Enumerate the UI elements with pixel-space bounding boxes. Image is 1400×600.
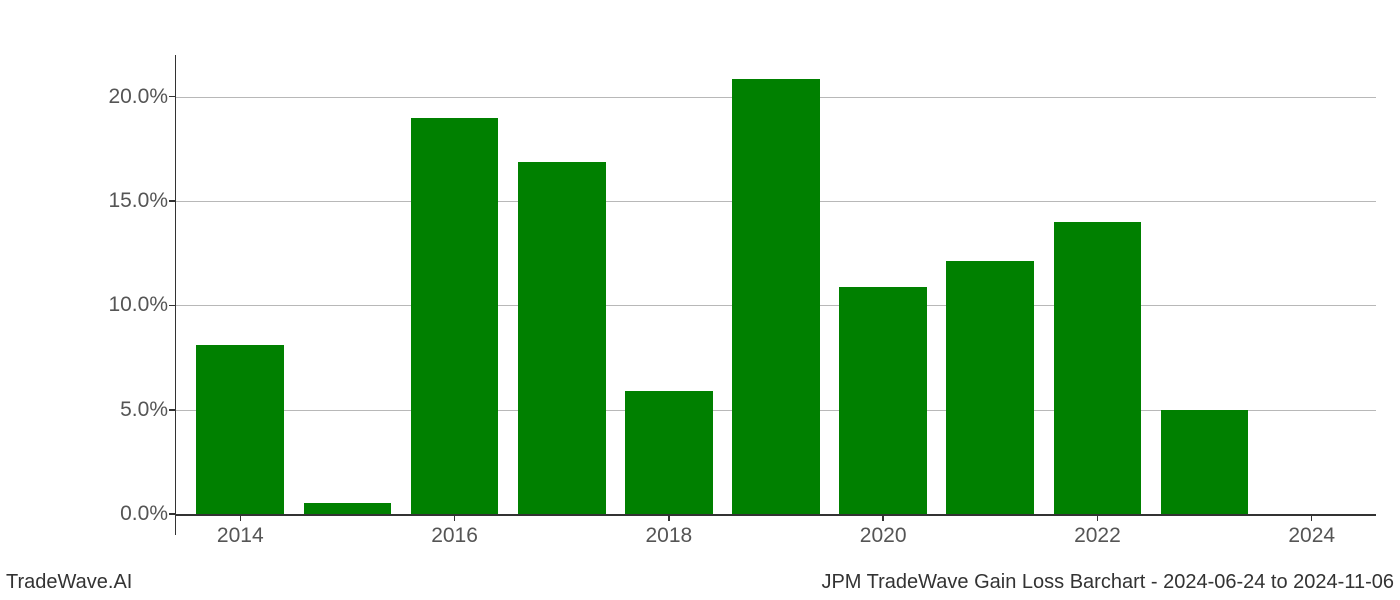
- x-tick-mark: [240, 514, 242, 521]
- x-axis-line: [176, 514, 1376, 516]
- y-tick-mark: [169, 96, 176, 98]
- x-tick-label: 2024: [1288, 524, 1335, 548]
- chart-container: 201420162018202020222024: [175, 55, 1375, 535]
- y-tick-label: 0.0%: [120, 502, 168, 526]
- y-tick-mark: [169, 513, 176, 515]
- x-tick-mark: [1097, 514, 1099, 521]
- x-tick-label: 2014: [217, 524, 264, 548]
- bar: [304, 503, 392, 514]
- plot-area: 201420162018202020222024: [175, 55, 1375, 535]
- bar: [411, 118, 499, 515]
- x-tick-mark: [454, 514, 456, 521]
- bar: [196, 345, 284, 514]
- bar: [1054, 222, 1142, 514]
- footer-right-caption: JPM TradeWave Gain Loss Barchart - 2024-…: [821, 571, 1394, 594]
- x-tick-mark: [882, 514, 884, 521]
- y-tick-label: 20.0%: [108, 85, 168, 109]
- y-tick-mark: [169, 409, 176, 411]
- bar: [839, 287, 927, 514]
- bar: [946, 261, 1034, 515]
- x-tick-label: 2020: [860, 524, 907, 548]
- y-tick-label: 10.0%: [108, 293, 168, 317]
- y-tick-label: 15.0%: [108, 189, 168, 213]
- bar: [625, 391, 713, 514]
- y-tick-mark: [169, 200, 176, 202]
- bar: [1161, 410, 1249, 514]
- x-tick-label: 2018: [645, 524, 692, 548]
- y-tick-label: 5.0%: [120, 398, 168, 422]
- x-tick-label: 2016: [431, 524, 478, 548]
- x-tick-mark: [668, 514, 670, 521]
- x-tick-mark: [1311, 514, 1313, 521]
- x-tick-label: 2022: [1074, 524, 1121, 548]
- footer-left-brand: TradeWave.AI: [6, 571, 132, 594]
- bar: [732, 79, 820, 514]
- bar: [518, 162, 606, 514]
- y-tick-mark: [169, 305, 176, 307]
